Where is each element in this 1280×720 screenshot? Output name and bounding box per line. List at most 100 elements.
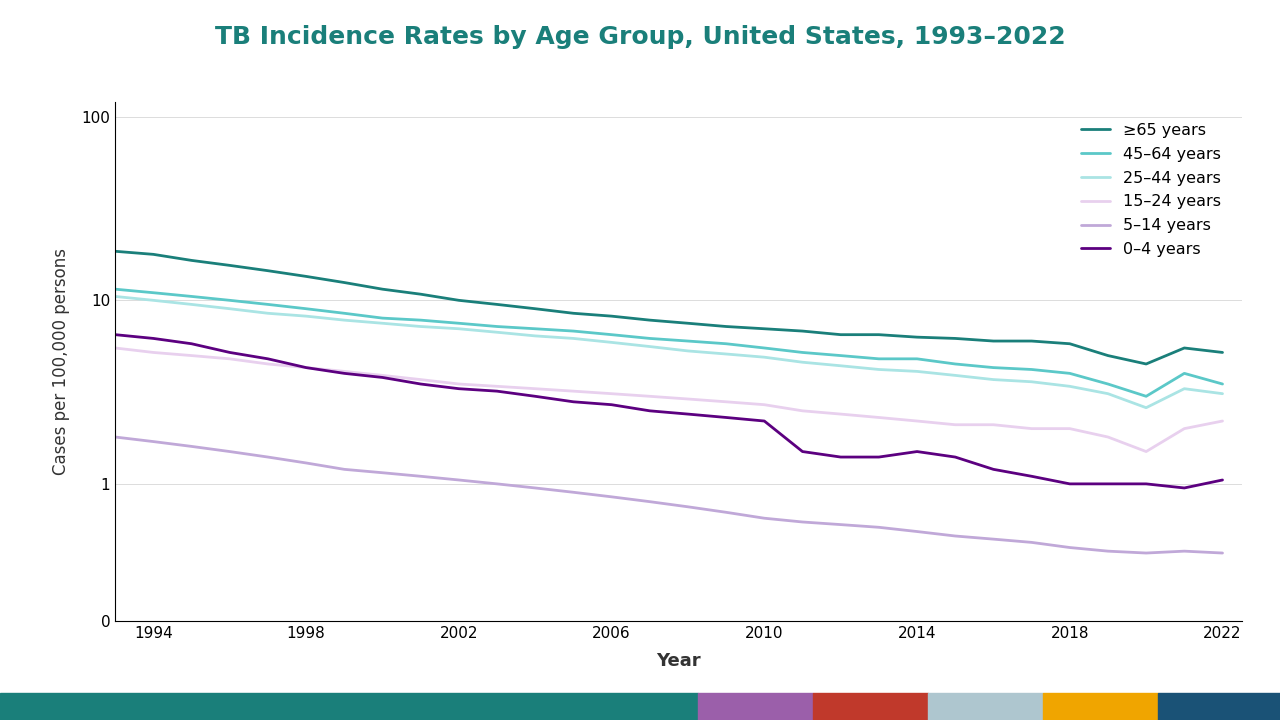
15–24 years — [337, 367, 352, 376]
45–64 years — [604, 330, 620, 339]
45–64 years — [1062, 369, 1078, 378]
5–14 years — [1101, 546, 1116, 555]
0–4 years — [451, 384, 466, 393]
25–44 years — [604, 338, 620, 347]
5–14 years — [909, 527, 924, 536]
≥65 years — [986, 337, 1001, 346]
15–24 years — [1062, 424, 1078, 433]
15–24 years — [108, 343, 123, 352]
0–4 years — [833, 453, 849, 462]
≥65 years — [337, 278, 352, 287]
15–24 years — [260, 360, 275, 369]
45–64 years — [947, 360, 963, 369]
≥65 years — [756, 325, 772, 333]
15–24 years — [795, 407, 810, 415]
25–44 years — [184, 300, 200, 309]
25–44 years — [1101, 390, 1116, 398]
Bar — [1043, 693, 1158, 720]
45–64 years — [643, 334, 658, 343]
≥65 years — [872, 330, 887, 339]
≥65 years — [413, 290, 429, 299]
Line: 15–24 years: 15–24 years — [115, 348, 1222, 451]
45–64 years — [527, 325, 543, 333]
0–4 years — [489, 387, 504, 395]
15–24 years — [833, 410, 849, 418]
45–64 years — [221, 296, 237, 305]
25–44 years — [1138, 403, 1153, 412]
0–4 years — [260, 354, 275, 363]
25–44 years — [1024, 377, 1039, 386]
25–44 years — [146, 296, 161, 305]
5–14 years — [1215, 549, 1230, 557]
Bar — [698, 693, 813, 720]
45–64 years — [986, 364, 1001, 372]
5–14 years — [986, 535, 1001, 544]
≥65 years — [604, 312, 620, 320]
0–4 years — [337, 369, 352, 378]
0–4 years — [680, 410, 695, 418]
Legend: ≥65 years, 45–64 years, 25–44 years, 15–24 years, 5–14 years, 0–4 years: ≥65 years, 45–64 years, 25–44 years, 15–… — [1069, 110, 1234, 270]
Bar — [813, 693, 928, 720]
5–14 years — [872, 523, 887, 531]
0–4 years — [527, 392, 543, 400]
45–64 years — [833, 351, 849, 360]
25–44 years — [221, 305, 237, 313]
0–4 years — [1101, 480, 1116, 488]
15–24 years — [986, 420, 1001, 429]
45–64 years — [489, 322, 504, 330]
5–14 years — [413, 472, 429, 480]
15–24 years — [1215, 417, 1230, 426]
25–44 years — [986, 375, 1001, 384]
≥65 years — [1215, 348, 1230, 357]
Line: 0–4 years: 0–4 years — [115, 335, 1222, 488]
45–64 years — [260, 300, 275, 309]
5–14 years — [604, 492, 620, 501]
25–44 years — [795, 358, 810, 366]
25–44 years — [260, 309, 275, 318]
5–14 years — [451, 476, 466, 485]
0–4 years — [947, 453, 963, 462]
≥65 years — [221, 261, 237, 270]
5–14 years — [833, 521, 849, 529]
45–64 years — [146, 289, 161, 297]
0–4 years — [566, 397, 581, 406]
Line: 45–64 years: 45–64 years — [115, 289, 1222, 396]
5–14 years — [489, 480, 504, 488]
45–64 years — [1215, 379, 1230, 388]
Line: ≥65 years: ≥65 years — [115, 251, 1222, 364]
25–44 years — [833, 361, 849, 370]
15–24 years — [947, 420, 963, 429]
5–14 years — [375, 469, 390, 477]
45–64 years — [184, 292, 200, 301]
≥65 years — [718, 322, 733, 330]
15–24 years — [1138, 447, 1153, 456]
15–24 years — [872, 413, 887, 422]
5–14 years — [947, 531, 963, 540]
5–14 years — [527, 484, 543, 492]
0–4 years — [375, 373, 390, 382]
15–24 years — [643, 392, 658, 400]
15–24 years — [221, 354, 237, 363]
0–4 years — [872, 453, 887, 462]
0–4 years — [184, 339, 200, 348]
0–4 years — [909, 447, 924, 456]
≥65 years — [795, 327, 810, 336]
0–4 years — [221, 348, 237, 357]
0–4 years — [643, 407, 658, 415]
5–14 years — [221, 447, 237, 456]
≥65 years — [451, 296, 466, 305]
0–4 years — [1138, 480, 1153, 488]
Line: 25–44 years: 25–44 years — [115, 297, 1222, 408]
45–64 years — [451, 319, 466, 328]
≥65 years — [146, 250, 161, 258]
5–14 years — [1062, 543, 1078, 552]
≥65 years — [108, 247, 123, 256]
15–24 years — [489, 382, 504, 391]
15–24 years — [566, 387, 581, 395]
5–14 years — [184, 442, 200, 451]
25–44 years — [718, 350, 733, 359]
0–4 years — [986, 465, 1001, 474]
45–64 years — [337, 309, 352, 318]
45–64 years — [413, 316, 429, 325]
≥65 years — [1062, 339, 1078, 348]
